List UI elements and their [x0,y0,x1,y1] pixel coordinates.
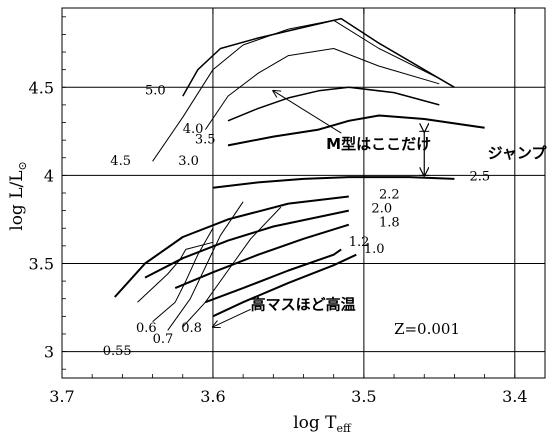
mass-label-2.0: 2.0 [371,201,392,216]
x-tick-label: 3.4 [502,387,527,406]
track-line-3.0 [227,114,485,147]
mass-label-2.2: 2.2 [379,187,400,202]
mass-label-0.7: 0.7 [153,332,174,347]
y-axis-label-symbol: ⊙ [16,161,29,170]
x-tick-label: 3.5 [351,387,376,406]
y-axis-label: log L/L⊙ [7,161,29,230]
x-axis-label: log Teff [293,413,352,435]
track-line-1.0 [212,253,357,318]
y-tick-label: 4 [44,166,54,185]
track-line-1.8 [174,223,350,290]
y-tick-label: 4.5 [29,78,54,97]
mass-label-4.5: 4.5 [110,154,131,169]
annotation-3: Z=0.001 [394,320,460,338]
x-axis-label-subscript: eff [336,422,352,435]
track-line-0.7 [167,201,244,331]
track-line-4.5 [152,19,440,162]
mass-label-1.2: 1.2 [349,235,370,250]
track-line-3.5 [227,86,440,122]
track-line-4.0 [204,48,440,130]
track-line-2.0 [144,209,350,279]
mass-label-1.0: 1.0 [364,242,385,257]
y-tick-label: 3.5 [29,254,54,273]
mass-label-2.5: 2.5 [470,170,491,185]
mass-label-5.0: 5.0 [145,83,166,98]
x-tick-label: 3.7 [49,387,74,406]
annotation-0: M型はここだけ [326,135,431,153]
track-line-2.2 [114,195,349,298]
x-tick-label: 3.6 [200,387,225,406]
mass-label-1.8: 1.8 [379,215,400,230]
track-line-0.6 [152,227,214,322]
annotation-1: ジャンプ [488,144,548,162]
track-line-2.5 [212,176,455,189]
track-line-1.2 [205,248,342,304]
y-tick-label: 3 [44,343,54,362]
pointer-arrow-1 [213,308,251,327]
mass-label-3.0: 3.0 [178,154,199,169]
mass-label-0.55: 0.55 [103,344,132,359]
mass-label-3.5: 3.5 [195,133,216,148]
track-line-5.0 [182,17,455,97]
plot-frame [61,7,546,379]
mass-label-4.0: 4.0 [183,122,204,137]
annotation-2: 高マスほど高温 [251,295,356,313]
track-line-0.8 [182,206,282,328]
mass-label-0.8: 0.8 [181,321,202,336]
pointer-arrow-0 [273,91,342,134]
mass-label-0.6: 0.6 [136,321,157,336]
